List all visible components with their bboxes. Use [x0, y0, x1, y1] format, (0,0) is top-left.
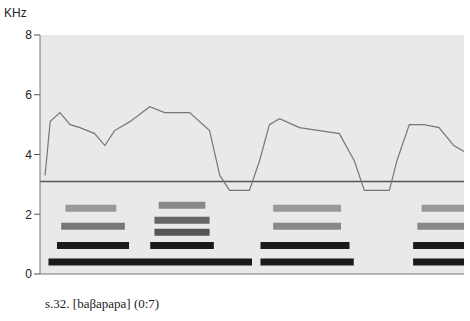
svg-text:6: 6: [25, 88, 32, 102]
svg-text:2: 2: [25, 208, 32, 222]
html-text:KHz: KHz: [4, 6, 27, 20]
svg-text:8: 8: [25, 28, 32, 42]
svg-text:0: 0: [25, 267, 32, 281]
svg-text:4: 4: [25, 148, 32, 162]
html-text:s.32. [baβapapa] (0:7): s.32. [baβapapa] (0:7): [45, 296, 160, 311]
